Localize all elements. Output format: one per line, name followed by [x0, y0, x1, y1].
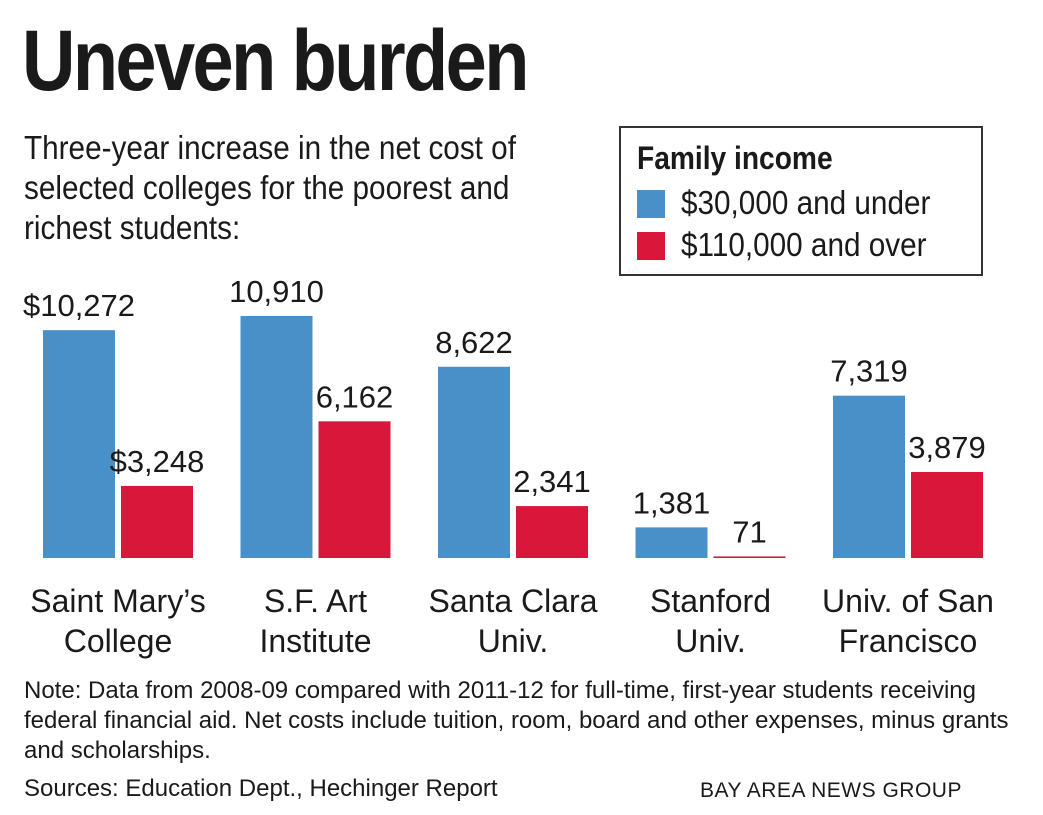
- category-label-4-line-1: Francisco: [839, 623, 978, 659]
- bar-value-label-high-income-2: 2,341: [513, 464, 591, 499]
- category-label-0-line-0: Saint Mary’s: [30, 583, 205, 619]
- category-label-1-line-0: S.F. Art: [264, 583, 367, 619]
- chart-credit: BAY AREA NEWS GROUP: [700, 779, 962, 802]
- category-label-3-line-0: Stanford: [650, 583, 771, 619]
- bar-high-income-2: [516, 506, 588, 558]
- bar-value-label-high-income-3: 71: [732, 514, 766, 549]
- category-label-2-line-1: Univ.: [478, 623, 549, 659]
- bar-value-label-high-income-0: $3,248: [110, 444, 205, 479]
- category-label-0-line-1: College: [64, 623, 173, 659]
- bar-chart: $10,272 $3,248 Saint Mary’s College 10,910 6,…: [23, 274, 994, 659]
- bar-high-income-4: [911, 471, 983, 558]
- bar-low-income-3: [635, 527, 708, 558]
- chart-note: Note: Data from 2008-09 compared with 20…: [24, 677, 1009, 764]
- category-label-1-line-1: Institute: [259, 623, 371, 659]
- bar-high-income-3: [713, 556, 786, 558]
- bar-value-label-low-income-0: $10,272: [23, 288, 135, 323]
- category-label-2-line-0: Santa Clara: [429, 583, 598, 619]
- category-label-4-line-0: Univ. of San: [822, 583, 994, 619]
- bar-value-label-low-income-3: 1,381: [633, 485, 711, 520]
- legend-title: Family income: [637, 140, 833, 176]
- legend-swatch-low-income: [637, 190, 665, 218]
- chart-source: Sources: Education Dept., Hechinger Repo…: [24, 775, 498, 802]
- bar-high-income-1: [318, 421, 391, 558]
- bar-low-income-2: [438, 366, 510, 558]
- legend: Family income $30,000 and under $110,000…: [619, 126, 983, 276]
- legend-label-low-income: $30,000 and under: [681, 184, 931, 221]
- category-label-3-line-1: Univ.: [675, 623, 746, 659]
- bar-low-income-1: [240, 316, 313, 558]
- bar-value-label-high-income-1: 6,162: [316, 379, 394, 414]
- chart-subtitle: Three-year increase in the net cost of s…: [24, 129, 516, 246]
- bar-value-label-low-income-2: 8,622: [435, 325, 513, 360]
- chart-title: Uneven burden: [22, 13, 529, 109]
- bar-low-income-4: [833, 395, 905, 558]
- legend-label-high-income: $110,000 and over: [681, 226, 927, 263]
- bar-value-label-low-income-4: 7,319: [830, 354, 908, 389]
- legend-swatch-high-income: [637, 232, 665, 260]
- bar-value-label-high-income-4: 3,879: [908, 430, 986, 465]
- bar-value-label-low-income-1: 10,910: [229, 274, 324, 309]
- bar-low-income-0: [43, 330, 115, 558]
- bar-high-income-0: [121, 485, 193, 558]
